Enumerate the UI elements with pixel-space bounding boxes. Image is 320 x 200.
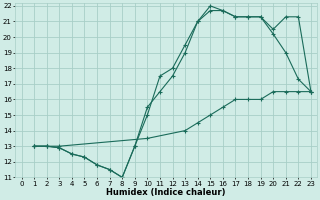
X-axis label: Humidex (Indice chaleur): Humidex (Indice chaleur) xyxy=(107,188,226,197)
